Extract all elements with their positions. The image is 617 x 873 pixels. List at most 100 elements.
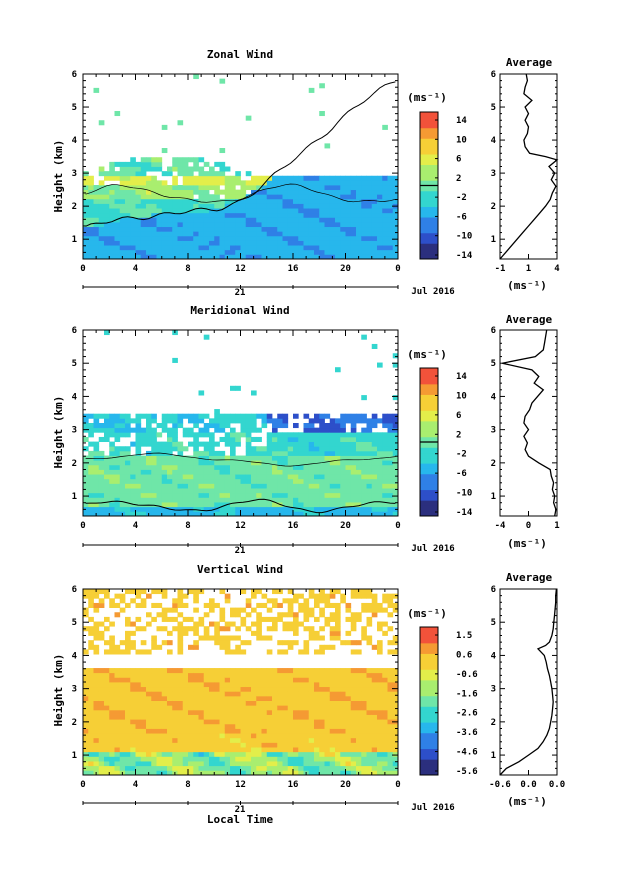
heatmap-cell xyxy=(114,450,121,456)
heatmap-cell xyxy=(209,705,215,711)
heatmap-cell xyxy=(130,180,136,186)
heatmap-cell xyxy=(314,240,320,246)
heatmap-cell xyxy=(329,593,336,599)
heatmap-cell xyxy=(146,751,152,757)
heatmap-cell xyxy=(224,691,231,697)
heatmap-cell xyxy=(377,770,383,776)
heatmap-cell xyxy=(125,189,131,195)
heatmap-cell xyxy=(167,254,173,260)
zero-contour-line xyxy=(85,81,396,227)
heatmap-cell xyxy=(329,427,336,433)
heatmap-cell xyxy=(371,756,378,762)
heatmap-cell xyxy=(298,194,304,200)
colorbar-tick-label: 0.6 xyxy=(456,650,472,660)
heatmap-cell xyxy=(345,441,352,447)
heatmap-cell xyxy=(282,231,289,237)
heatmap-cell xyxy=(209,723,215,729)
heatmap-cell xyxy=(203,423,210,429)
colorbar-segment xyxy=(420,711,438,718)
heatmap-cell xyxy=(182,483,189,489)
heatmap-cell xyxy=(98,737,105,743)
heatmap-cell xyxy=(266,677,273,683)
heatmap-cell xyxy=(114,436,121,442)
heatmap-cell xyxy=(203,460,210,466)
heatmap-cell xyxy=(104,751,110,757)
heatmap-cell xyxy=(340,705,346,711)
heatmap-cell xyxy=(314,649,320,655)
heatmap-cell xyxy=(392,733,399,739)
heatmap-cell xyxy=(345,194,352,200)
heatmap-cell xyxy=(293,460,299,466)
heatmap-cell xyxy=(182,756,189,762)
heatmap-cell xyxy=(146,189,152,195)
heatmap-cell xyxy=(298,695,304,701)
heatmap-cell xyxy=(230,385,236,391)
heatmap-cell xyxy=(329,217,336,223)
heatmap-cell xyxy=(177,423,184,429)
heatmap-cell xyxy=(125,719,131,725)
heatmap-cell xyxy=(230,488,236,494)
heatmap-cell xyxy=(109,677,115,683)
heatmap-cell xyxy=(366,436,373,442)
heatmap-cell xyxy=(161,474,168,480)
heatmap-cell xyxy=(356,488,362,494)
heatmap-cell xyxy=(392,770,399,776)
heatmap-cell xyxy=(156,450,163,456)
heatmap-cell xyxy=(109,198,115,204)
heatmap-cell xyxy=(277,492,283,498)
heatmap-cell xyxy=(203,171,210,177)
heatmap-cell xyxy=(266,506,273,512)
heatmap-cell xyxy=(350,194,357,200)
heatmap-cell xyxy=(182,171,189,177)
heatmap-cell xyxy=(114,747,121,753)
heatmap-cell xyxy=(350,616,357,622)
heatmap-cell xyxy=(172,488,178,494)
heatmap-cell xyxy=(182,761,189,767)
heatmap-cell xyxy=(93,450,100,456)
heatmap-cell xyxy=(382,672,388,678)
heatmap-cell xyxy=(340,502,346,508)
heatmap-cell xyxy=(188,254,194,260)
heatmap-cell xyxy=(209,742,215,748)
colorbar-tick-label: -10 xyxy=(456,232,472,242)
heatmap-cell xyxy=(135,686,142,692)
heatmap-cell xyxy=(188,180,194,186)
heatmap-cell xyxy=(377,686,383,692)
heatmap-cell xyxy=(114,226,121,232)
heatmap-cell xyxy=(203,212,210,218)
heatmap-cell xyxy=(219,668,226,674)
heatmap-cell xyxy=(214,418,220,424)
heatmap-cell xyxy=(140,677,147,683)
heatmap-cell xyxy=(146,203,152,209)
heatmap-cell xyxy=(203,719,210,725)
heatmap-cell xyxy=(392,737,399,743)
heatmap-cell xyxy=(256,737,262,743)
heatmap-cell xyxy=(193,474,199,480)
heatmap-cell xyxy=(240,240,247,246)
heatmap-cell xyxy=(240,691,247,697)
heatmap-cell xyxy=(83,423,89,429)
heatmap-cell xyxy=(182,737,189,743)
heatmap-cell xyxy=(245,450,252,456)
colorbar-segment xyxy=(420,764,438,771)
heatmap-cell xyxy=(256,427,262,433)
zonal-day-line xyxy=(82,285,399,289)
heatmap-cell xyxy=(203,478,210,484)
heatmap-cell xyxy=(146,621,152,627)
colorbar-segment xyxy=(420,695,438,702)
heatmap-cell xyxy=(167,761,173,767)
heatmap-cell xyxy=(177,198,184,204)
heatmap-cell xyxy=(392,761,399,767)
heatmap-cell xyxy=(324,212,331,218)
heatmap-cell xyxy=(340,497,346,503)
colorbar-segment xyxy=(420,436,438,443)
heatmap-cell xyxy=(245,728,252,734)
heatmap-cell xyxy=(387,691,394,697)
heatmap-cell xyxy=(193,446,199,452)
heatmap-cell xyxy=(387,737,394,743)
heatmap-cell xyxy=(209,418,215,424)
heatmap-cell xyxy=(293,478,299,484)
heatmap-cell xyxy=(130,455,136,461)
heatmap-cell xyxy=(356,668,362,674)
